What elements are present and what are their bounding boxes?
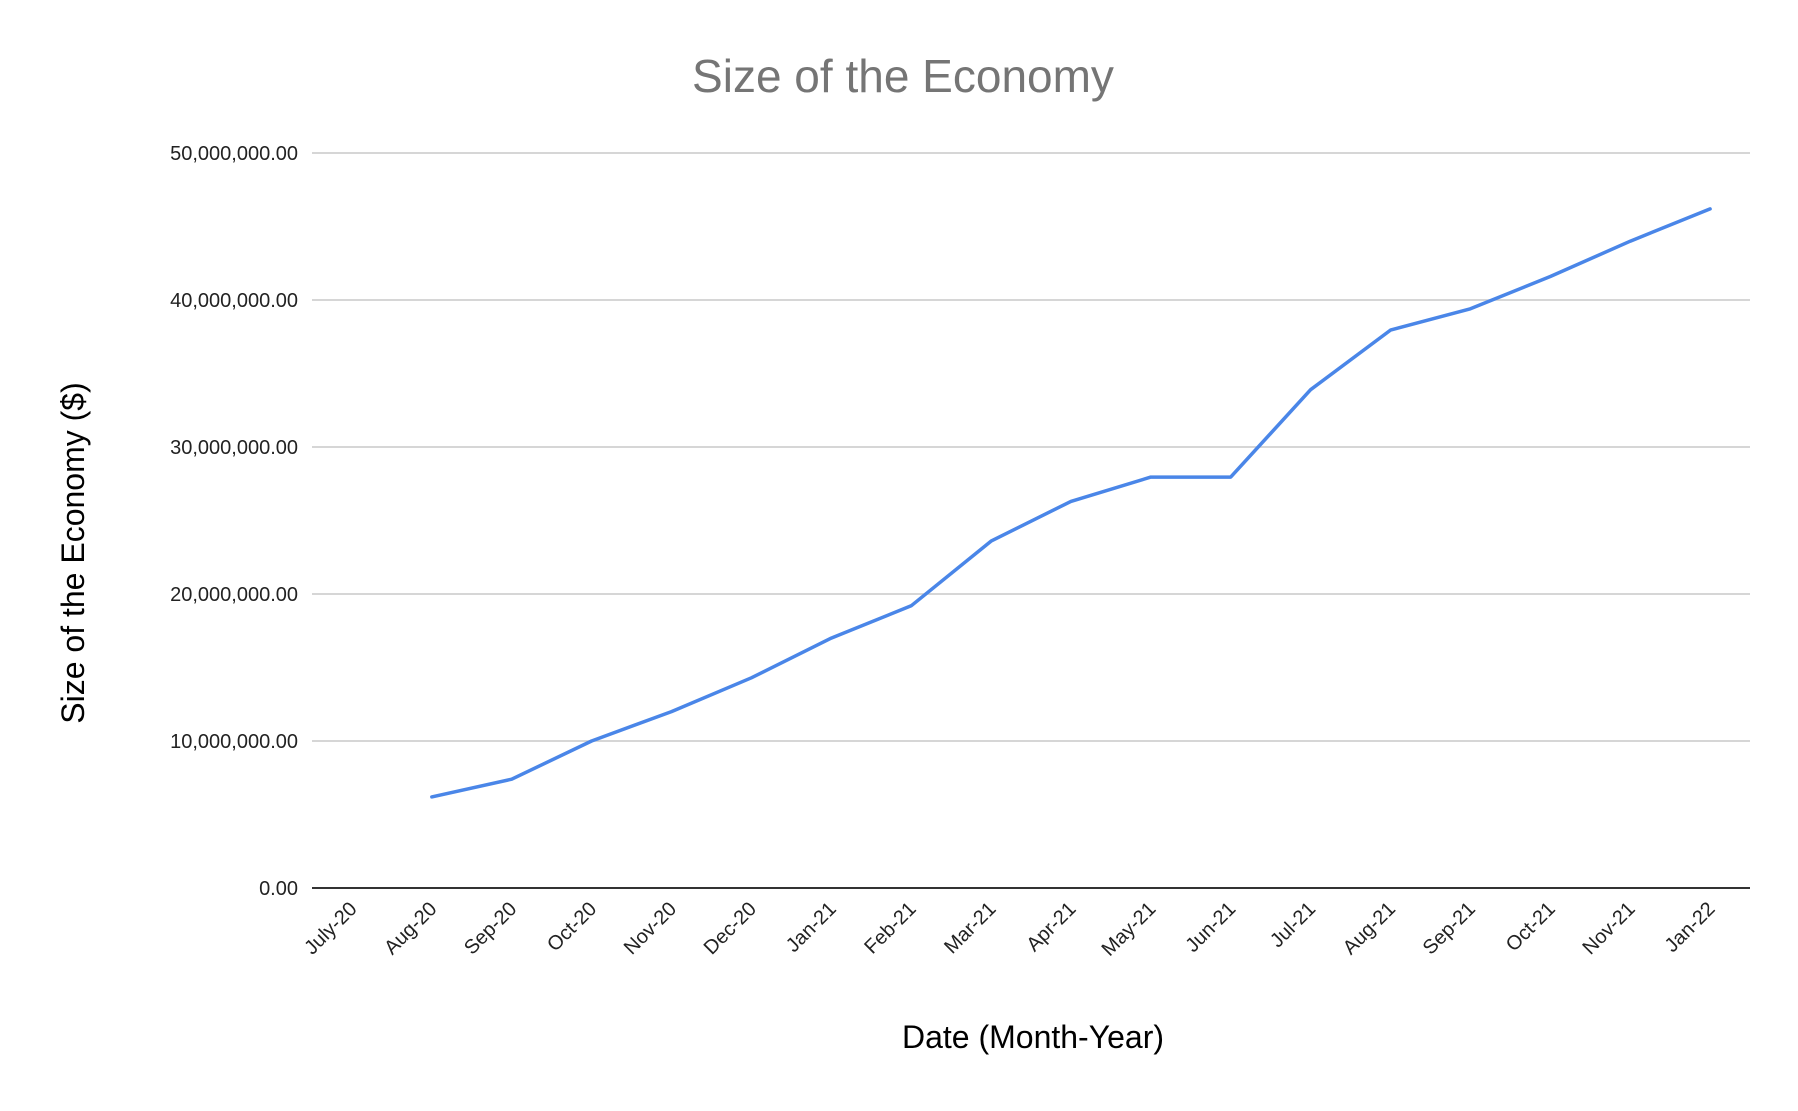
x-tick-label: July-20 bbox=[300, 898, 361, 959]
x-tick-label: Sep-20 bbox=[460, 898, 521, 959]
y-tick-label: 20,000,000.00 bbox=[170, 584, 298, 606]
y-tick-label: 30,000,000.00 bbox=[170, 437, 298, 459]
y-tick-label: 0.00 bbox=[259, 878, 298, 900]
gridlines bbox=[312, 152, 1750, 742]
x-tick-label: Jan-21 bbox=[782, 898, 841, 957]
x-tick-label: Jan-22 bbox=[1661, 898, 1720, 957]
chart-title: Size of the Economy bbox=[692, 50, 1114, 102]
x-tick-label: May-21 bbox=[1098, 898, 1161, 961]
x-tick-label: Dec-20 bbox=[700, 898, 761, 959]
y-tick-label: 40,000,000.00 bbox=[170, 290, 298, 312]
x-tick-label: Jul-21 bbox=[1266, 898, 1320, 952]
x-tick-label: Sep-21 bbox=[1419, 898, 1480, 959]
series-layer bbox=[430, 207, 1712, 799]
x-tick-label: Jun-21 bbox=[1181, 898, 1240, 957]
y-axis-ticks: 0.00 10,000,000.00 20,000,000.00 30,000,000… bbox=[170, 143, 298, 900]
x-tick-label: Oct-21 bbox=[1502, 898, 1560, 956]
x-tick-label: Nov-20 bbox=[620, 898, 681, 959]
y-tick-label: 10,000,000.00 bbox=[170, 731, 298, 753]
series-line bbox=[430, 207, 1712, 799]
x-axis-title: Date (Month-Year) bbox=[902, 1019, 1164, 1055]
x-tick-label: Feb-21 bbox=[860, 898, 920, 958]
y-tick-label: 50,000,000.00 bbox=[170, 143, 298, 165]
x-tick-label: Apr-21 bbox=[1022, 898, 1080, 956]
x-tick-label: Oct-20 bbox=[543, 898, 601, 956]
x-tick-label: Nov-21 bbox=[1579, 898, 1640, 959]
y-axis-title: Size of the Economy ($) bbox=[55, 382, 91, 723]
x-tick-label: Mar-21 bbox=[940, 898, 1000, 958]
x-tick-label: Aug-20 bbox=[380, 898, 441, 959]
x-axis-ticks: July-20 Aug-20 Sep-20 Oct-20 Nov-20 Dec-20 Jan… bbox=[300, 898, 1719, 961]
x-tick-label: Aug-21 bbox=[1339, 898, 1400, 959]
